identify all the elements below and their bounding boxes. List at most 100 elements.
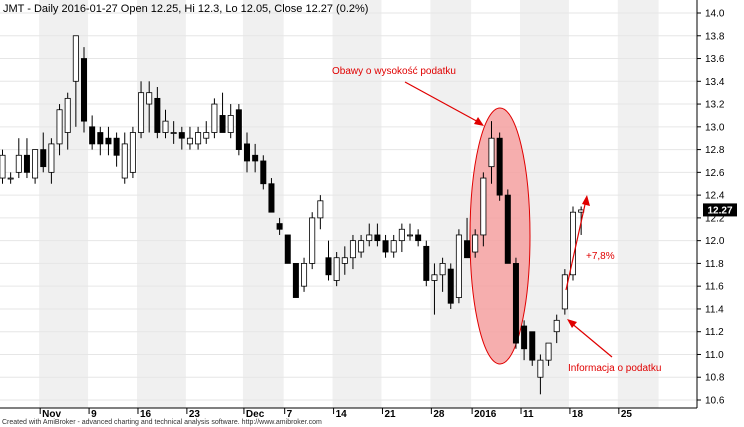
candle-29 [235,104,242,156]
x-tick-label-8: 28 [433,409,445,420]
candle-body-15 [121,143,128,179]
candle-5 [40,132,47,173]
candle-26 [211,98,218,139]
y-tick-label-13.6: 13.6 [705,54,725,65]
candle-9 [72,35,79,127]
y-tick-label-13.8: 13.8 [705,31,725,42]
candle-body-20 [162,120,169,133]
candle-body-61 [496,137,503,196]
candle-body-7 [56,109,63,145]
candle-7 [56,104,63,156]
x-tick-label-2: 16 [140,409,152,420]
y-tick-label-10.6: 10.6 [705,396,725,407]
candles-group [0,35,585,395]
candle-34 [276,217,283,235]
candle-body-50 [406,234,413,237]
x-tick-label-12: 25 [621,409,633,420]
candle-body-57 [464,240,471,259]
candle-body-11 [89,126,96,145]
x-tick-label-5: 7 [287,409,293,420]
candle-body-68 [553,319,560,333]
x-tick-label-11: 18 [572,409,584,420]
candle-22 [178,126,185,150]
candle-body-14 [113,137,120,156]
candle-52 [423,240,430,287]
candle-body-3 [23,154,30,173]
candle-body-48 [390,240,397,253]
candle-12 [97,126,104,156]
x-tick-label-0: Nov [42,409,61,420]
y-tick-label-11.0: 11.0 [705,350,724,361]
candle-6 [48,138,55,184]
annotation-gain-arrowhead [582,195,590,206]
week-band-2 [242,0,284,408]
candle-60 [488,121,495,184]
y-tick-label-12.8: 12.8 [705,145,725,156]
candle-41 [333,252,340,287]
candle-56 [455,229,462,304]
candle-62 [504,189,511,264]
candle-body-70 [570,211,577,276]
candle-body-16 [129,132,136,173]
candle-28 [227,104,234,139]
y-tick-label-14.0: 14.0 [705,9,725,20]
candle-30 [243,132,250,173]
x-tick-label-1: 9 [91,409,97,420]
candle-8 [64,92,71,150]
candle-body-23 [186,137,193,145]
candle-body-59 [480,177,487,236]
candle-body-19 [154,97,161,133]
candle-body-13 [105,137,112,145]
candle-body-1 [7,177,14,180]
candle-21 [170,121,177,144]
week-band-0 [39,0,89,408]
candle-31 [252,143,259,173]
y-tick-label-13.4: 13.4 [705,77,725,88]
candle-70 [570,206,577,281]
candle-44 [358,234,365,258]
candle-body-40 [325,257,332,276]
footer-credit: Created with AmiBroker - advanced charti… [2,419,322,426]
candle-body-4 [32,149,39,179]
candle-body-67 [545,342,552,361]
y-tick-label-11.6: 11.6 [705,282,724,293]
candle-23 [186,126,193,150]
candle-19 [154,86,161,139]
candle-body-9 [72,35,79,82]
candle-45 [366,223,373,247]
candle-32 [260,155,267,190]
week-band-1 [136,0,186,408]
y-tick-label-11.8: 11.8 [705,259,724,270]
candle-body-43 [349,240,356,259]
candle-body-55 [447,268,454,304]
candle-body-22 [178,132,185,139]
candle-51 [415,229,422,247]
candle-37 [301,257,308,292]
candle-46 [374,223,381,247]
candle-body-39 [317,200,324,219]
y-axis-ticks: 10.6 10.8 11.0 11.2 11.4 11.6 11.8 12.0 12.2 12.4… [697,9,725,407]
candle-body-12 [97,132,104,145]
candle-25 [203,121,210,144]
candle-55 [447,263,454,309]
candle-body-26 [211,103,218,133]
candle-47 [382,234,389,258]
candle-36 [292,263,299,298]
y-tick-label-12.2: 12.2 [705,213,725,224]
annotation-tax-info-arrowhead [567,319,577,328]
candle-18 [146,81,153,133]
candle-body-51 [415,234,422,242]
candle-64 [521,320,528,361]
y-tick-label-12.0: 12.0 [705,236,725,247]
candle-body-32 [260,160,267,185]
annotation-gain-arrow [565,199,587,291]
candle-0 [0,149,6,184]
annotation-tax-fears: Obawy o wysokość podatku [332,66,484,126]
candle-38 [309,212,316,270]
candle-body-10 [81,58,88,122]
y-tick-label-12.4: 12.4 [705,191,725,202]
candle-67 [545,342,552,366]
candle-49 [398,223,405,253]
y-tick-label-13.0: 13.0 [705,122,725,133]
x-tick-label-7: 21 [384,409,396,420]
